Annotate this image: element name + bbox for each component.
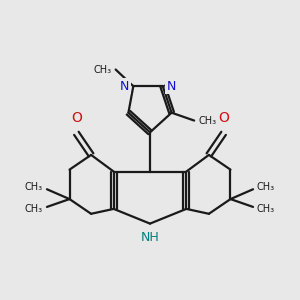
Text: CH₃: CH₃ — [25, 182, 43, 192]
Text: CH₃: CH₃ — [94, 64, 112, 74]
Text: CH₃: CH₃ — [257, 182, 275, 192]
Text: CH₃: CH₃ — [257, 204, 275, 214]
Text: N: N — [120, 80, 129, 93]
Text: N: N — [167, 80, 176, 93]
Text: CH₃: CH₃ — [198, 116, 216, 126]
Text: CH₃: CH₃ — [25, 204, 43, 214]
Text: O: O — [218, 112, 229, 125]
Text: O: O — [71, 112, 82, 125]
Text: NH: NH — [141, 232, 159, 244]
